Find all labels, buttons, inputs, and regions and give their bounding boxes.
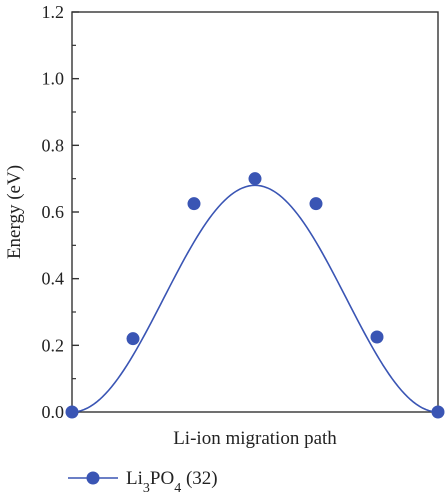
data-point	[431, 405, 445, 419]
legend: Li3PO4 (32)	[68, 468, 218, 496]
data-point	[126, 332, 140, 346]
data-point	[187, 197, 201, 211]
x-axis-label: Li-ion migration path	[173, 428, 337, 449]
data-point	[370, 330, 384, 344]
legend-label-subscript: 3	[143, 481, 150, 496]
legend-label-part: Li	[126, 468, 143, 489]
fit-curve-line	[71, 184, 439, 413]
y-axis-label: Energy (eV)	[4, 165, 25, 259]
data-points	[65, 172, 445, 419]
y-tick-label: 1.0	[42, 69, 65, 89]
plot-frame	[71, 11, 439, 413]
y-tick-label: 0.2	[42, 335, 65, 355]
legend-label-subscript: 4	[174, 481, 181, 496]
data-point	[65, 405, 79, 419]
legend-label-part: PO	[150, 468, 174, 489]
legend-marker	[86, 471, 100, 485]
axes	[71, 11, 439, 413]
y-ticks: 0.0 0.2 0.4 0.6 0.8 1.0 1.2	[42, 2, 79, 422]
y-tick-label: 0.4	[42, 269, 65, 289]
data-point	[248, 172, 262, 186]
y-tick-label: 0.8	[42, 135, 65, 155]
y-tick-label: 0.0	[42, 402, 65, 422]
legend-label: Li3PO4 (32)	[126, 468, 218, 496]
y-tick-label: 1.2	[42, 2, 65, 22]
y-tick-label: 0.6	[42, 202, 65, 222]
fit-curve-layer	[71, 184, 439, 413]
legend-label-part: (32)	[181, 468, 217, 489]
data-point	[309, 197, 323, 211]
